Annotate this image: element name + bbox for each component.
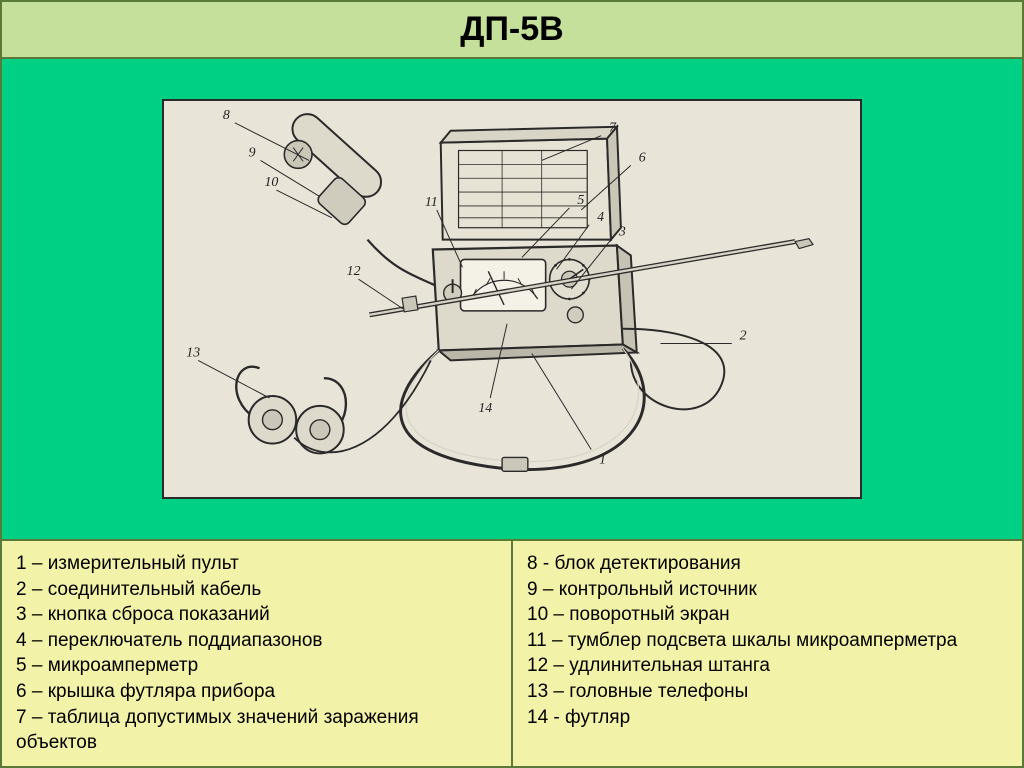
legend-item: 12 – удлинительная штанга <box>527 653 1008 679</box>
callout-number: 9 <box>249 144 256 159</box>
legend-item: 1 – измерительный пульт <box>16 551 497 577</box>
legend-item: 10 – поворотный экран <box>527 602 1008 628</box>
strap <box>401 348 645 469</box>
legend-item: 14 - футляр <box>527 705 1008 731</box>
legend: 1 – измерительный пульт2 – соединительны… <box>2 541 1022 766</box>
legend-item: 4 – переключатель поддиапазонов <box>16 628 497 654</box>
callout-number: 13 <box>186 344 200 359</box>
legend-item: 6 – крышка футляра прибора <box>16 679 497 705</box>
probe <box>284 108 387 227</box>
legend-item: 13 – головные телефоны <box>527 679 1008 705</box>
legend-item: 3 – кнопка сброса показаний <box>16 602 497 628</box>
callout-number: 11 <box>425 194 438 209</box>
buckle <box>502 457 528 471</box>
callout-line <box>359 279 404 309</box>
page-title: ДП-5В <box>460 10 563 48</box>
legend-item: 5 – микроамперметр <box>16 653 497 679</box>
console-body <box>433 245 637 360</box>
callout-number: 8 <box>223 107 230 122</box>
image-area: 8 9 10 11 7 6 543 2 1 14 12 13 <box>2 59 1022 541</box>
legend-item: 9 – контрольный источник <box>527 577 1008 603</box>
callout-line <box>198 360 269 398</box>
legend-item: 2 – соединительный кабель <box>16 577 497 603</box>
callout-number: 6 <box>639 149 646 164</box>
lid-group <box>441 127 621 240</box>
probe-cable <box>367 240 434 286</box>
callout-number: 14 <box>478 400 492 415</box>
callout-number: 1 <box>599 451 606 466</box>
device-diagram: 8 9 10 11 7 6 543 2 1 14 12 13 <box>164 101 860 497</box>
title-bar: ДП-5В <box>2 2 1022 59</box>
slide-container: ДП-5В <box>0 0 1024 768</box>
legend-left-column: 1 – измерительный пульт2 – соединительны… <box>2 541 513 766</box>
diagram-frame: 8 9 10 11 7 6 543 2 1 14 12 13 <box>162 99 862 499</box>
legend-item: 11 – тумблер подсвета шкалы микроамперме… <box>527 628 1008 654</box>
strap-inner <box>406 348 638 461</box>
callout-number: 2 <box>740 328 747 343</box>
callout-number: 12 <box>347 263 361 278</box>
callout-number: 10 <box>265 174 279 189</box>
callout-number: 7 <box>609 120 617 135</box>
legend-right-column: 8 - блок детектирования9 – контрольный и… <box>513 541 1022 766</box>
legend-item: 8 - блок детектирования <box>527 551 1008 577</box>
headphones <box>236 360 431 453</box>
callout-number: 5 <box>577 192 584 207</box>
callout-number: 3 <box>618 224 626 239</box>
legend-item: 7 – таблица допустимых значений заражени… <box>16 705 497 756</box>
callout-number: 4 <box>597 209 604 224</box>
callout-line <box>532 353 591 449</box>
